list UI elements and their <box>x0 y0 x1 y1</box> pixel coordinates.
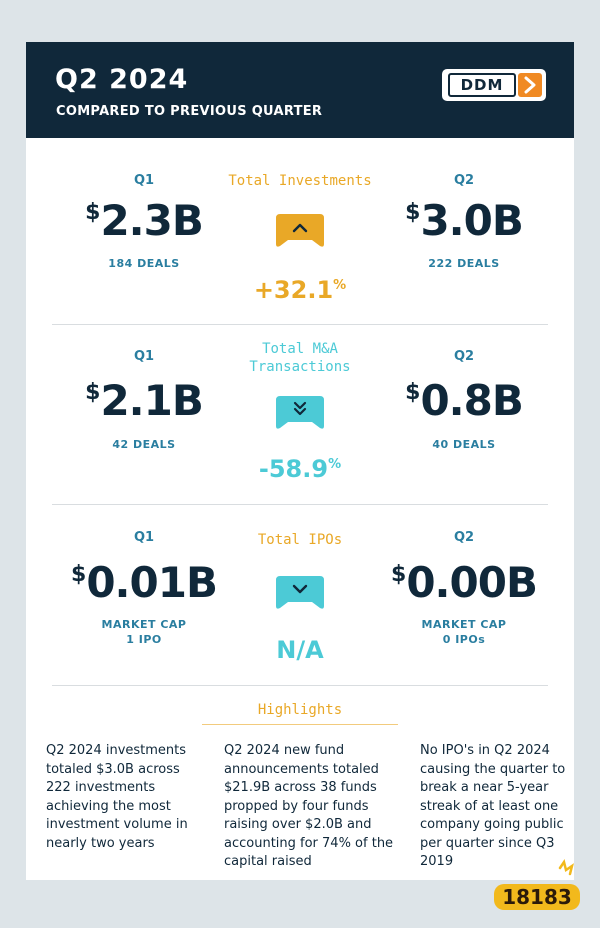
q2-amount: 0.8B <box>420 376 523 425</box>
metric-label-line1: Total M&A <box>262 341 338 357</box>
change-na: N/A <box>276 636 324 664</box>
metric-label: Total Investments <box>228 173 372 189</box>
change-unit: % <box>328 457 342 472</box>
q1-ipo-count: 1 IPO <box>126 633 162 646</box>
currency-symbol: $ <box>405 200 420 225</box>
highlight-item: Q2 2024 new fund announcements totaled $… <box>224 743 394 869</box>
change-value: +32.1 <box>253 276 334 304</box>
q1-amount: 2.1B <box>100 376 203 425</box>
header-bar: Q2 2024 COMPARED TO PREVIOUS QUARTER DDM <box>26 42 574 138</box>
change-unit: % <box>333 278 347 293</box>
q1-label: Q1 <box>133 530 155 545</box>
q2-deals: 40 DEALS <box>432 438 496 451</box>
q1-label: Q1 <box>133 173 155 188</box>
q1-amount: 2.3B <box>100 196 203 245</box>
q2-value: $3.0B <box>354 196 574 245</box>
q2-label: Q2 <box>453 349 475 364</box>
q2-label: Q2 <box>453 530 475 545</box>
q2-value: $0.8B <box>354 376 574 425</box>
highlights-title: Highlights <box>257 702 343 718</box>
divider <box>52 324 548 325</box>
q1-value: $2.3B <box>34 196 254 245</box>
metric-label: Total IPOs <box>257 532 343 548</box>
q2-deals: 222 DEALS <box>428 257 500 270</box>
q2-label: Q2 <box>453 173 475 188</box>
currency-symbol: $ <box>405 380 420 405</box>
divider <box>52 504 548 505</box>
change-percent: -58.9% <box>200 455 400 483</box>
page-subtitle: COMPARED TO PREVIOUS QUARTER <box>56 104 323 119</box>
currency-symbol: $ <box>71 562 86 587</box>
ddm-logo: DDM <box>442 69 546 101</box>
highlight-item: No IPO's in Q2 2024 causing the quarter … <box>420 743 566 869</box>
metric-label-line2: Transactions <box>249 359 351 375</box>
change-value: -58.9 <box>258 455 329 483</box>
currency-symbol: $ <box>85 380 100 405</box>
page-title: Q2 2024 <box>55 64 189 95</box>
divider <box>52 685 548 686</box>
highlights-underline <box>202 724 398 725</box>
double-chevron-down-icon <box>276 396 324 429</box>
chevron-up-icon <box>276 214 324 247</box>
q2-amount: 3.0B <box>420 196 523 245</box>
change-percent: +32.1% <box>200 276 400 304</box>
watermark-text: 18183 <box>502 885 572 909</box>
logo-text: DDM <box>448 73 516 97</box>
currency-symbol: $ <box>391 562 406 587</box>
highlight-item: Q2 2024 investments totaled $3.0B across… <box>46 743 188 851</box>
q2-amount: 0.00B <box>406 558 538 607</box>
currency-symbol: $ <box>85 200 100 225</box>
q1-market-cap-label: MARKET CAP <box>101 618 187 631</box>
q1-amount: 0.01B <box>86 558 218 607</box>
q1-deals: 184 DEALS <box>108 257 180 270</box>
q1-value: $2.1B <box>34 376 254 425</box>
chevron-down-icon <box>276 576 324 609</box>
q2-ipo-count: 0 IPOs <box>442 633 486 646</box>
q1-deals: 42 DEALS <box>112 438 176 451</box>
q1-label: Q1 <box>133 349 155 364</box>
logo-arrow-icon <box>518 73 542 97</box>
q1-value: $0.01B <box>34 558 254 607</box>
infographic-card: Q2 2024 COMPARED TO PREVIOUS QUARTER DDM… <box>26 42 574 880</box>
q2-market-cap-label: MARKET CAP <box>421 618 507 631</box>
q2-value: $0.00B <box>354 558 574 607</box>
watermark-logo: 18183 <box>494 858 580 910</box>
